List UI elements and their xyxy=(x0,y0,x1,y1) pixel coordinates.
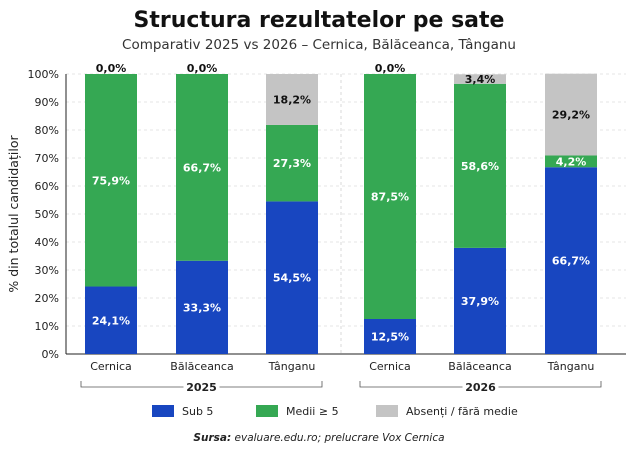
y-tick-label: 30% xyxy=(35,264,59,277)
data-label: 0,0% xyxy=(96,62,127,75)
x-tick-label: Bălăceanca xyxy=(170,360,233,373)
y-axis-label: % din totalul candidaților xyxy=(6,135,21,293)
data-label: 87,5% xyxy=(371,191,409,204)
group-label: 2026 xyxy=(465,381,496,394)
data-label: 3,4% xyxy=(465,73,496,86)
chart-title: Structura rezultatelor pe sate xyxy=(134,8,505,33)
grid-lines xyxy=(66,73,626,354)
data-label: 33,3% xyxy=(183,301,221,314)
x-tick-label: Bălăceanca xyxy=(448,360,511,373)
source-text: evaluare.edu.ro; prelucrare Vox Cernica xyxy=(235,432,445,444)
bar-segment xyxy=(545,73,597,156)
group-label-bg xyxy=(183,379,220,393)
data-label: 0,0% xyxy=(375,62,406,75)
y-tick-label: 100% xyxy=(28,68,59,81)
bar-segment xyxy=(545,155,597,168)
x-axis: Cernica Bălăceanca Tânganu Cernica Bălăceanc… xyxy=(80,360,602,394)
data-label: 29,2% xyxy=(552,109,590,122)
bar-segment xyxy=(364,319,416,354)
y-tick-label: 10% xyxy=(35,320,59,333)
legend-swatch xyxy=(152,405,174,417)
data-label: 66,7% xyxy=(552,255,590,268)
x-tick-label: Tânganu xyxy=(268,360,316,373)
x-tick-label: Cernica xyxy=(90,360,132,373)
data-label: 18,2% xyxy=(273,93,311,106)
data-label: 12,5% xyxy=(371,331,409,344)
y-tick-label: 60% xyxy=(35,180,59,193)
data-label: 0,0% xyxy=(187,62,218,75)
bar-segment xyxy=(454,83,506,248)
bar-segment xyxy=(266,124,318,202)
data-label: 27,3% xyxy=(273,157,311,170)
group-label: 2025 xyxy=(186,381,217,394)
y-tick-label: 70% xyxy=(35,152,59,165)
y-tick-label: 40% xyxy=(35,236,59,249)
data-label: 54,5% xyxy=(273,272,311,285)
bar-segment xyxy=(266,74,318,125)
bar-segment xyxy=(454,74,506,84)
legend-swatch xyxy=(256,405,278,417)
x-tick-label: Cernica xyxy=(369,360,411,373)
data-label: 37,9% xyxy=(461,295,499,308)
legend: Sub 5 Medii ≥ 5 Absenți / fără medie xyxy=(152,405,518,418)
bar-segment xyxy=(85,286,137,354)
y-tick-label: 20% xyxy=(35,292,59,305)
data-label: 4,2% xyxy=(556,155,587,168)
y-axis-ticks: 0% 10% 20% 30% 40% 50% 60% 70% 80% 90% 100% xyxy=(28,68,626,361)
legend-label: Medii ≥ 5 xyxy=(286,405,339,418)
y-tick-label: 90% xyxy=(35,96,59,109)
bar-segment xyxy=(176,74,228,261)
legend-swatch xyxy=(376,405,398,417)
data-label: 58,6% xyxy=(461,160,499,173)
y-tick-label: 50% xyxy=(35,208,59,221)
chart-source: Sursa: evaluare.edu.ro; prelucrare Vox C… xyxy=(193,432,444,444)
bar-segment xyxy=(364,74,416,319)
bar-segment xyxy=(85,74,137,287)
bars: 24,1% 75,9% 0,0% 33,3% 66,7% 0,0% 54,5% 27,3% 18… xyxy=(85,62,597,354)
group-label-bg xyxy=(462,379,499,393)
data-label: 75,9% xyxy=(92,174,130,187)
bar-segment xyxy=(454,247,506,354)
legend-label: Absenți / fără medie xyxy=(406,405,518,418)
bar-segment xyxy=(545,167,597,354)
bar-segment xyxy=(266,201,318,354)
x-tick-label: Tânganu xyxy=(547,360,595,373)
y-tick-label: 0% xyxy=(42,348,59,361)
y-tick-label: 80% xyxy=(35,124,59,137)
data-label: 66,7% xyxy=(183,161,221,174)
chart-subtitle: Comparativ 2025 vs 2026 – Cernica, Bălăc… xyxy=(122,37,516,53)
source-label: Sursa: xyxy=(193,432,231,444)
legend-label: Sub 5 xyxy=(182,405,213,418)
data-label: 24,1% xyxy=(92,314,130,327)
bar-segment xyxy=(176,260,228,354)
